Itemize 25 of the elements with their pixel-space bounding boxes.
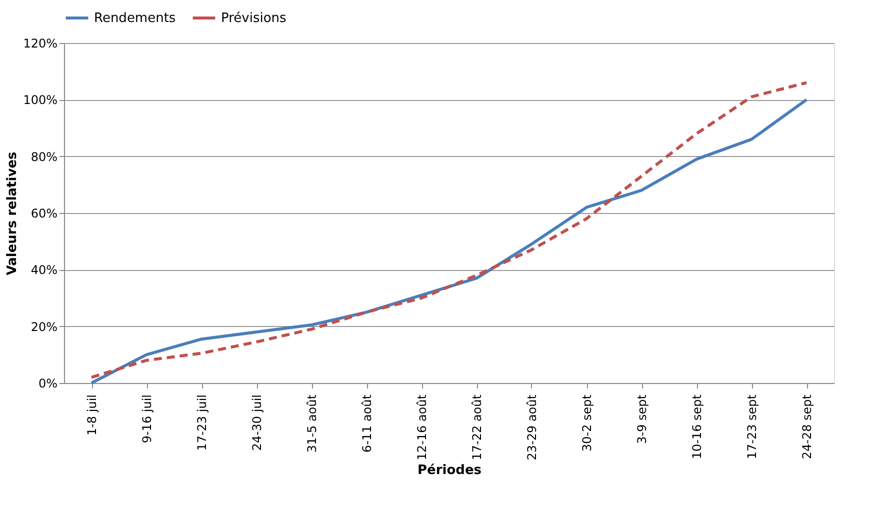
y-tick-label: 60% — [30, 206, 58, 220]
y-tick-label: 20% — [30, 320, 58, 334]
y-tick-label: 120% — [23, 36, 58, 50]
x-tick-label: 30-2 sept — [580, 394, 594, 452]
x-tick-label: 17-23 sept — [745, 394, 759, 460]
x-tick-label: 1-8 juil — [85, 394, 99, 436]
x-tick-label: 17-23 juil — [195, 394, 209, 451]
y-tick-label: 100% — [23, 93, 58, 108]
x-tick-label: 9-16 juil — [140, 394, 154, 444]
legend-label: Prévisions — [221, 11, 287, 26]
x-axis-title: Périodes — [417, 463, 482, 478]
x-tick-label: 23-29 août — [525, 394, 539, 460]
x-tick-label: 6-11 août — [360, 394, 374, 453]
y-axis-title: Valeurs relatives — [5, 152, 20, 276]
x-tick-label: 24-30 juil — [250, 394, 264, 451]
x-tick-label: 31-5 août — [305, 394, 319, 453]
x-tick-label: 3-9 sept — [635, 394, 649, 444]
x-tick-label: 24-28 sept — [800, 394, 814, 460]
x-tick-label: 12-16 août — [415, 394, 429, 460]
legend-label: Rendements — [94, 11, 176, 26]
y-tick-label: 40% — [30, 263, 58, 278]
y-tick-label: 0% — [38, 376, 58, 390]
x-tick-label: 10-16 sept — [690, 394, 704, 460]
y-tick-label: 80% — [30, 150, 58, 164]
x-tick-label: 17-22 août — [470, 394, 484, 460]
